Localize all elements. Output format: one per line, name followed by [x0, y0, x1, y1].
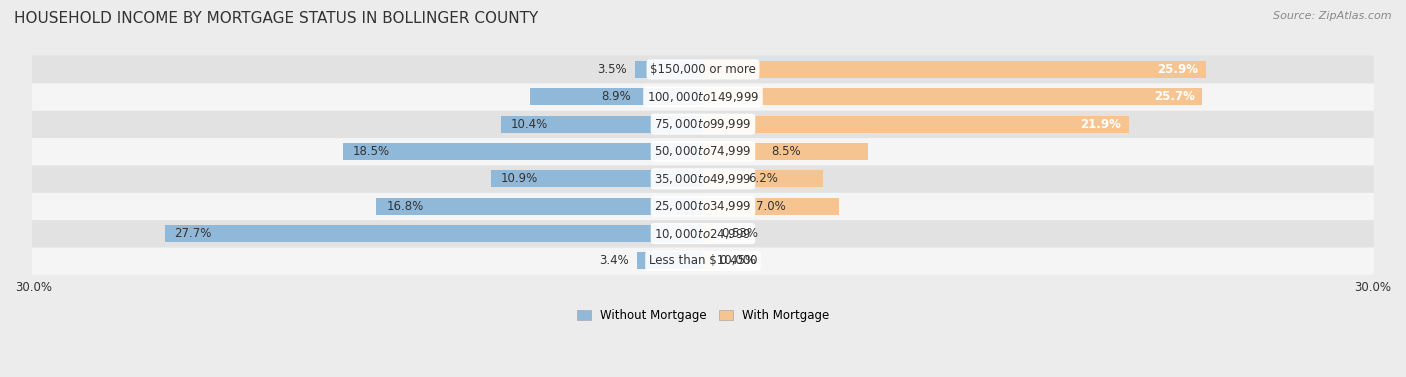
Text: 3.4%: 3.4%: [599, 254, 628, 267]
Text: $35,000 to $49,999: $35,000 to $49,999: [654, 172, 752, 186]
FancyBboxPatch shape: [32, 165, 1374, 193]
Text: 7.0%: 7.0%: [756, 200, 786, 213]
Bar: [491, 170, 703, 187]
FancyBboxPatch shape: [32, 192, 1374, 220]
Bar: [636, 61, 703, 78]
Text: HOUSEHOLD INCOME BY MORTGAGE STATUS IN BOLLINGER COUNTY: HOUSEHOLD INCOME BY MORTGAGE STATUS IN B…: [14, 11, 538, 26]
Text: 30.0%: 30.0%: [1354, 281, 1391, 294]
Text: 18.5%: 18.5%: [353, 145, 391, 158]
Bar: [703, 170, 824, 187]
Text: 0.53%: 0.53%: [721, 227, 758, 240]
Text: Source: ZipAtlas.com: Source: ZipAtlas.com: [1274, 11, 1392, 21]
Text: 25.9%: 25.9%: [1157, 63, 1198, 76]
Text: 0.45%: 0.45%: [720, 254, 756, 267]
Bar: [165, 225, 703, 242]
Bar: [530, 88, 703, 105]
Text: $75,000 to $99,999: $75,000 to $99,999: [654, 117, 752, 131]
FancyBboxPatch shape: [32, 83, 1374, 111]
FancyBboxPatch shape: [32, 220, 1374, 248]
Text: 3.5%: 3.5%: [598, 63, 627, 76]
Text: $100,000 to $149,999: $100,000 to $149,999: [647, 90, 759, 104]
Text: 30.0%: 30.0%: [15, 281, 52, 294]
Text: 10.9%: 10.9%: [501, 172, 538, 185]
Text: $10,000 to $24,999: $10,000 to $24,999: [654, 227, 752, 241]
Text: 8.5%: 8.5%: [770, 145, 800, 158]
Text: $50,000 to $74,999: $50,000 to $74,999: [654, 144, 752, 158]
Text: $150,000 or more: $150,000 or more: [650, 63, 756, 76]
Bar: [703, 61, 1206, 78]
Bar: [703, 253, 711, 270]
Text: 8.9%: 8.9%: [602, 90, 631, 103]
Text: 16.8%: 16.8%: [387, 200, 423, 213]
Bar: [377, 198, 703, 215]
FancyBboxPatch shape: [32, 138, 1374, 166]
Bar: [501, 116, 703, 133]
Bar: [703, 225, 713, 242]
Bar: [703, 143, 868, 160]
FancyBboxPatch shape: [32, 247, 1374, 275]
FancyBboxPatch shape: [32, 55, 1374, 83]
Bar: [703, 88, 1202, 105]
Text: 6.2%: 6.2%: [748, 172, 778, 185]
Text: 25.7%: 25.7%: [1154, 90, 1195, 103]
Text: 10.4%: 10.4%: [510, 118, 548, 131]
Text: Less than $10,000: Less than $10,000: [648, 254, 758, 267]
Text: 27.7%: 27.7%: [174, 227, 212, 240]
Text: 21.9%: 21.9%: [1080, 118, 1121, 131]
FancyBboxPatch shape: [32, 110, 1374, 138]
Text: $25,000 to $34,999: $25,000 to $34,999: [654, 199, 752, 213]
Bar: [343, 143, 703, 160]
Bar: [703, 116, 1129, 133]
Legend: Without Mortgage, With Mortgage: Without Mortgage, With Mortgage: [572, 304, 834, 326]
Bar: [703, 198, 839, 215]
Bar: [637, 253, 703, 270]
